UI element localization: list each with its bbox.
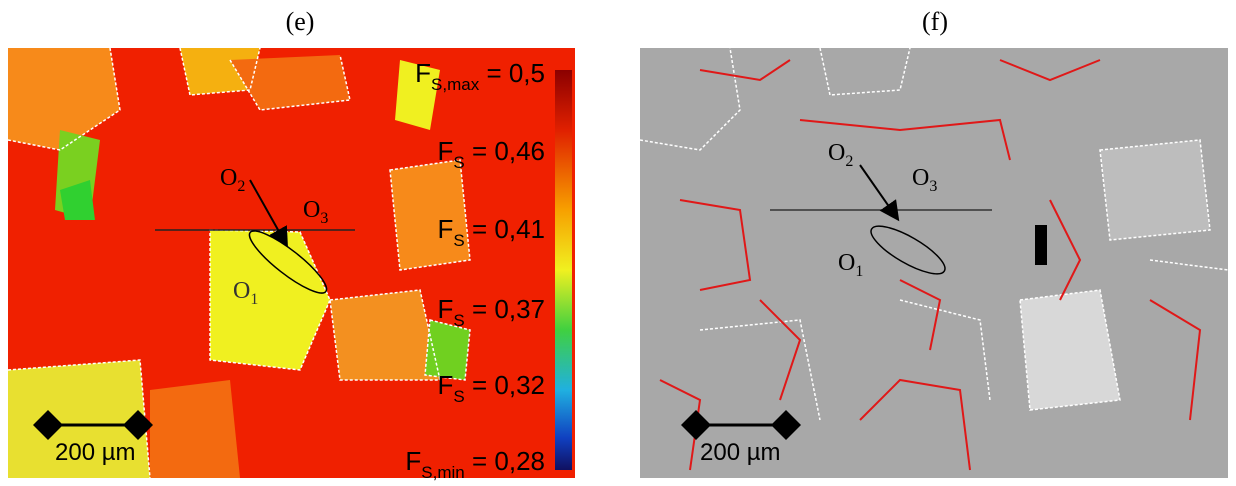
point-label: O1 [233, 278, 258, 308]
arrow [249, 179, 288, 248]
colorbar-label: FS,min = 0,28 [405, 446, 545, 482]
colorbar-label: FS,max = 0,5 [415, 58, 545, 94]
ellipse [870, 225, 946, 275]
colorbar-label: FS = 0,37 [438, 294, 545, 330]
point-label: O3 [912, 165, 937, 195]
scale-label: 200 µm [55, 439, 136, 466]
colorbar-label: FS = 0,46 [438, 136, 545, 172]
map-e [7, 47, 575, 479]
panel-label: (e) [286, 7, 315, 36]
point-label: O2 [220, 165, 245, 195]
panel-label: (f) [922, 7, 948, 36]
colorbar-label: FS = 0,41 [438, 214, 545, 250]
scale-label: 200 µm [700, 439, 781, 466]
point-label: O2 [828, 140, 853, 170]
colorbar-label: FS = 0,32 [438, 370, 545, 406]
arrow [859, 164, 900, 222]
ellipse [248, 230, 328, 294]
point-label: O3 [303, 197, 328, 227]
point-label: O1 [838, 250, 863, 280]
colorbar-labels: FS,max = 0,5 FS = 0,46 FS = 0,41 FS = 0,… [405, 58, 545, 482]
map-f [639, 47, 1229, 478]
